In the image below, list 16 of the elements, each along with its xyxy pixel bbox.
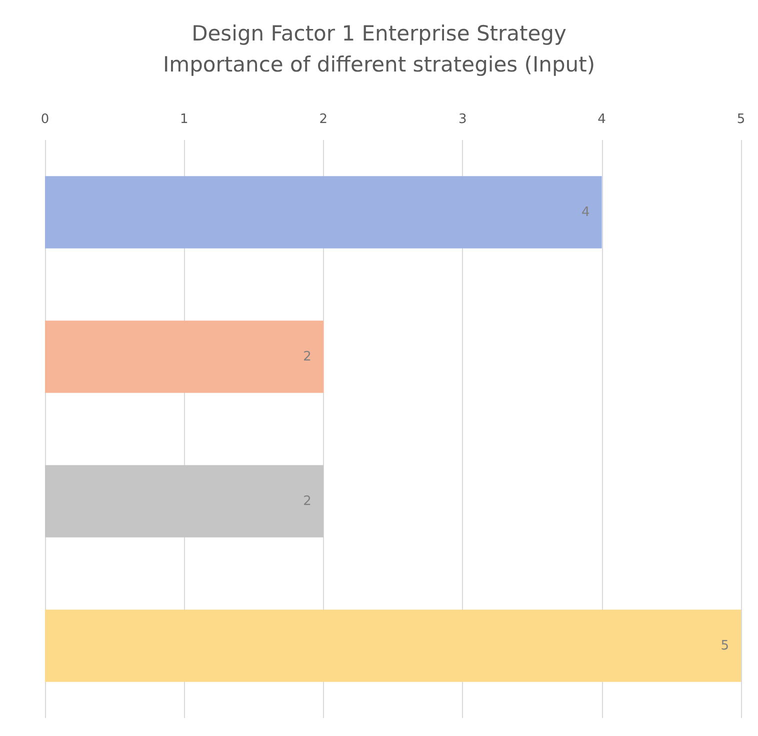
bar [45,610,741,682]
x-tick-label: 0 [40,112,50,127]
data-label: 2 [303,349,312,364]
chart-title: Design Factor 1 Enterprise Strategy [192,22,566,46]
data-label: 2 [303,494,312,509]
x-tick-label: 5 [736,112,746,127]
x-tick-label: 1 [180,112,188,127]
chart-subtitle: Importance of different strategies (Input) [162,52,596,76]
x-tick-label: 4 [598,112,606,127]
data-label: 5 [720,638,729,654]
bar [45,176,602,248]
bar [45,320,324,393]
x-tick-label: 3 [458,112,467,127]
x-tick-label: 2 [319,112,328,127]
data-label: 4 [582,204,590,220]
bar [45,465,324,538]
